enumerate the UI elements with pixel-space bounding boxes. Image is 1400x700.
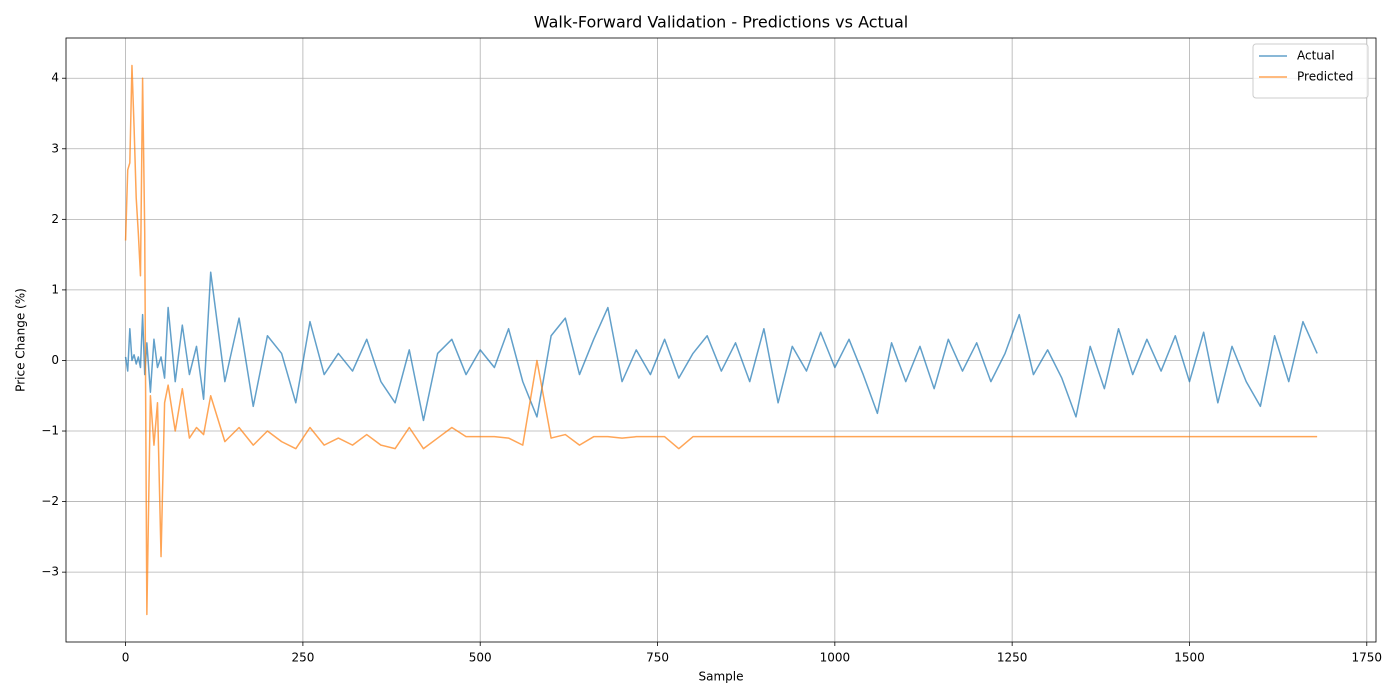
x-tick-label: 1000 <box>820 651 851 665</box>
y-tick-label: −3 <box>41 565 59 579</box>
legend-label: Predicted <box>1297 70 1353 84</box>
series-line <box>124 271 1318 422</box>
y-tick-label: −2 <box>41 494 59 508</box>
y-tick-label: 0 <box>51 353 59 367</box>
x-tick-label: 750 <box>646 651 669 665</box>
x-tick-label: 1500 <box>1174 651 1205 665</box>
x-tick-label: 0 <box>122 651 130 665</box>
x-tick-label: 500 <box>469 651 492 665</box>
y-tick-label: 4 <box>51 71 59 85</box>
chart-title: Walk-Forward Validation - Predictions vs… <box>534 13 908 32</box>
x-tick-label: 250 <box>291 651 314 665</box>
x-axis-label: Sample <box>699 670 744 684</box>
series-line <box>124 64 1318 616</box>
y-tick-label: 3 <box>51 141 59 155</box>
y-tick-label: 2 <box>51 212 59 226</box>
legend-label: Actual <box>1297 49 1335 63</box>
legend-box <box>1252 43 1369 99</box>
y-tick-label: 1 <box>51 282 59 296</box>
y-axis-label: Price Change (%) <box>14 288 28 392</box>
x-tick-label: 1250 <box>997 651 1028 665</box>
plot-frame <box>65 37 1377 643</box>
x-tick-label: 1750 <box>1352 651 1383 665</box>
y-tick-label: −1 <box>41 424 59 438</box>
